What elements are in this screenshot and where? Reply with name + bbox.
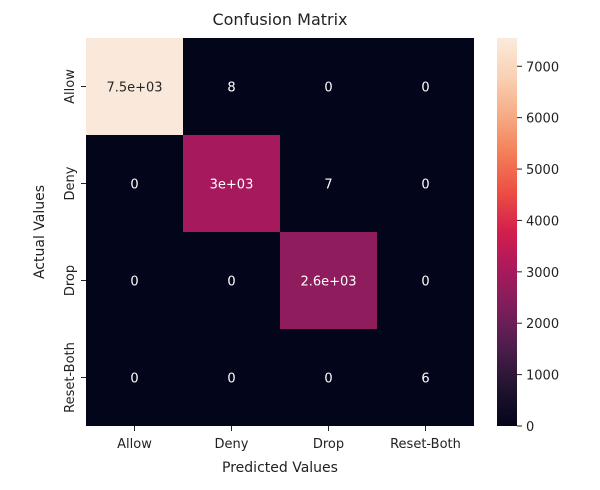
y-tick-label: Allow [63, 69, 78, 104]
colorbar-tick-label: 6000 [526, 112, 559, 127]
chart-title: Confusion Matrix [212, 10, 347, 29]
heatmap-cell-0-1 [183, 38, 280, 135]
heatmap-cell-3-1 [183, 329, 280, 426]
cell-label-0-2: 0 [324, 81, 332, 96]
heatmap-cell-0-0 [86, 38, 183, 135]
cell-label-3-1: 0 [227, 372, 235, 387]
cell-label-0-1: 8 [227, 81, 235, 96]
colorbar-tick-label: 0 [526, 420, 534, 435]
colorbar: 0 1000 2000 3000 4000 5000 6000 7000 [497, 38, 559, 435]
heatmap-cell-3-0 [86, 329, 183, 426]
heatmap-cell-1-2 [280, 135, 377, 232]
heatmap-cell-1-1 [183, 135, 280, 232]
cell-label-3-3: 6 [421, 372, 429, 387]
heatmap-cell-1-0 [86, 135, 183, 232]
heatmap-cell-2-3 [377, 232, 474, 329]
y-axis-ticks: Allow Deny Drop Reset-Both [63, 69, 86, 413]
cell-label-1-2: 7 [324, 178, 332, 193]
heatmap-cell-0-2 [280, 38, 377, 135]
cell-label-2-0: 0 [130, 275, 138, 290]
x-axis-ticks: Allow Deny Drop Reset-Both [117, 426, 461, 452]
cell-label-2-2: 2.6e+03 [300, 275, 356, 290]
x-axis-label: Predicted Values [222, 460, 338, 476]
heatmap-cell-3-3 [377, 329, 474, 426]
colorbar-tick-label: 7000 [526, 60, 559, 75]
y-tick-label: Reset-Both [63, 342, 78, 413]
heatmap-cell-2-1 [183, 232, 280, 329]
colorbar-tick-label: 5000 [526, 163, 559, 178]
heatmap-cell-0-3 [377, 38, 474, 135]
cell-label-2-3: 0 [421, 275, 429, 290]
cell-label-3-2: 0 [324, 372, 332, 387]
colorbar-tick-label: 2000 [526, 317, 559, 332]
cell-label-0-3: 0 [421, 81, 429, 96]
cell-label-1-3: 0 [421, 178, 429, 193]
heatmap-cell-3-2 [280, 329, 377, 426]
x-tick-label: Reset-Both [390, 437, 461, 452]
x-tick-label: Deny [215, 437, 249, 452]
y-tick-label: Drop [63, 265, 78, 296]
x-tick-label: Drop [313, 437, 344, 452]
colorbar-tick-label: 4000 [526, 214, 559, 229]
cell-label-1-1: 3e+03 [210, 178, 254, 193]
x-tick-label: Allow [117, 437, 152, 452]
y-tick-label: Deny [63, 166, 78, 200]
colorbar-gradient [497, 38, 517, 426]
colorbar-tick-label: 3000 [526, 266, 559, 281]
colorbar-tick-label: 1000 [526, 369, 559, 384]
cell-label-1-0: 0 [130, 178, 138, 193]
cell-label-3-0: 0 [130, 372, 138, 387]
cell-label-2-1: 0 [227, 275, 235, 290]
heatmap-cell-1-3 [377, 135, 474, 232]
heatmap-grid: 7.5e+03 8 0 0 0 3e+03 7 0 0 0 2.6e+03 0 0 0 0 6 [86, 38, 474, 426]
heatmap-cell-2-0 [86, 232, 183, 329]
cell-label-0-0: 7.5e+03 [106, 81, 162, 96]
y-axis-label: Actual Values [32, 185, 48, 279]
heatmap-cell-2-2 [280, 232, 377, 329]
